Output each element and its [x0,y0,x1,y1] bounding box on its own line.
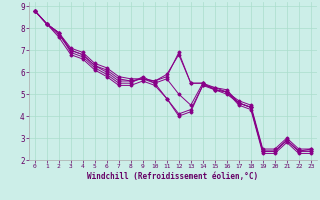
X-axis label: Windchill (Refroidissement éolien,°C): Windchill (Refroidissement éolien,°C) [87,172,258,181]
